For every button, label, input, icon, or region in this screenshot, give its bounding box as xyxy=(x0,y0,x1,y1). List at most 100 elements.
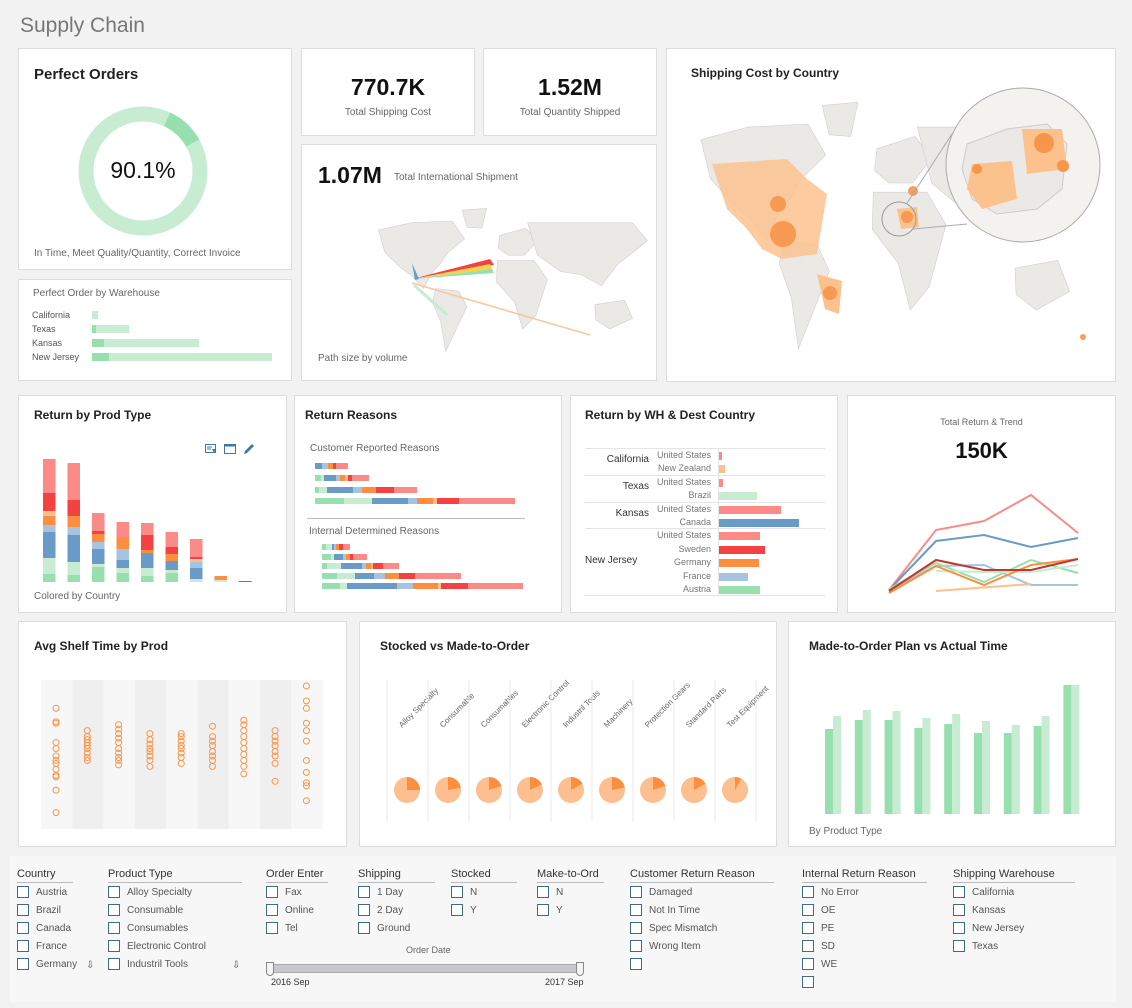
checkbox[interactable] xyxy=(953,922,965,934)
bar-segment xyxy=(190,557,203,559)
checkbox[interactable] xyxy=(358,922,370,934)
filter-option[interactable]: Alloy Specialty xyxy=(108,886,192,898)
filter-option[interactable]: Consumable xyxy=(108,904,183,916)
warehouse-label: California xyxy=(606,454,649,466)
checkbox[interactable] xyxy=(266,922,278,934)
dest-country-label: Canada xyxy=(679,517,711,527)
filter-option[interactable]: Kansas xyxy=(953,904,1005,916)
filter-option[interactable]: Austria xyxy=(17,886,67,898)
actual-bar xyxy=(922,718,931,814)
filter-option[interactable]: Brazil xyxy=(17,904,61,916)
checkbox[interactable] xyxy=(953,940,965,952)
checkbox[interactable] xyxy=(802,904,814,916)
filter-option[interactable]: Germany xyxy=(17,958,77,970)
filter-option[interactable] xyxy=(802,976,821,988)
checkbox[interactable] xyxy=(630,958,642,970)
filter-header-make-to-ord: Make-to-Ord xyxy=(537,868,604,883)
checkbox[interactable] xyxy=(266,904,278,916)
international-flow-map[interactable] xyxy=(302,145,658,382)
filter-option[interactable]: Online xyxy=(266,904,314,916)
filter-option[interactable]: PE xyxy=(802,922,834,934)
filter-option[interactable]: Consumables xyxy=(108,922,188,934)
filter-option[interactable]: Wrong Item xyxy=(630,940,701,952)
filter-option[interactable]: 1 Day xyxy=(358,886,403,898)
filter-option[interactable]: Y xyxy=(537,904,563,916)
checkbox[interactable] xyxy=(802,958,814,970)
filter-option[interactable]: Not In Time xyxy=(630,904,700,916)
checkbox[interactable] xyxy=(108,904,120,916)
filter-option[interactable]: Industril Tools xyxy=(108,958,188,970)
filter-option[interactable] xyxy=(630,958,649,970)
bar-segment xyxy=(141,553,154,568)
continent xyxy=(378,221,464,289)
reason-bar-segment xyxy=(324,475,336,481)
checkbox[interactable] xyxy=(630,886,642,898)
checkbox[interactable] xyxy=(953,904,965,916)
shelf-point xyxy=(302,756,310,764)
checkbox[interactable] xyxy=(802,922,814,934)
checkbox[interactable] xyxy=(358,886,370,898)
checkbox[interactable] xyxy=(17,904,29,916)
checkbox[interactable] xyxy=(630,904,642,916)
checkbox[interactable] xyxy=(17,958,29,970)
filter-option[interactable]: Canada xyxy=(17,922,71,934)
filter-header-internal-return-reason: Internal Return Reason xyxy=(802,868,927,883)
checkbox[interactable] xyxy=(108,886,120,898)
filter-option[interactable]: Ground xyxy=(358,922,410,934)
bar-segment xyxy=(67,562,80,575)
filter-option[interactable]: New Jersey xyxy=(953,922,1024,934)
checkbox[interactable] xyxy=(17,940,29,952)
checkbox[interactable] xyxy=(802,886,814,898)
checkbox[interactable] xyxy=(537,886,549,898)
checkbox[interactable] xyxy=(630,940,642,952)
option-label: Tel xyxy=(285,922,298,934)
filter-option[interactable]: OE xyxy=(802,904,835,916)
checkbox[interactable] xyxy=(537,904,549,916)
filter-option[interactable]: No Error xyxy=(802,886,859,898)
window-icon[interactable] xyxy=(224,444,236,455)
filter-option[interactable]: Texas xyxy=(953,940,998,952)
export-icon[interactable] xyxy=(205,444,217,455)
filter-option[interactable]: France xyxy=(17,940,67,952)
checkbox[interactable] xyxy=(630,922,642,934)
checkbox[interactable] xyxy=(17,886,29,898)
warehouse-total-bar xyxy=(92,339,199,347)
scroll-down-icon[interactable]: ⇩ xyxy=(232,960,241,971)
shelf-point xyxy=(302,682,310,690)
slider-start-handle[interactable] xyxy=(266,962,274,976)
checkbox[interactable] xyxy=(802,940,814,952)
filter-option[interactable]: Damaged xyxy=(630,886,692,898)
filter-option[interactable]: WE xyxy=(802,958,837,970)
slider-end-handle[interactable] xyxy=(576,962,584,976)
checkbox[interactable] xyxy=(266,886,278,898)
filter-option[interactable]: N xyxy=(451,886,477,898)
bar-segment xyxy=(92,542,105,549)
shelf-point xyxy=(52,809,60,817)
filter-option[interactable]: 2 Day xyxy=(358,904,403,916)
checkbox[interactable] xyxy=(108,922,120,934)
filter-option[interactable]: Fax xyxy=(266,886,302,898)
checkbox[interactable] xyxy=(358,904,370,916)
filter-option[interactable]: Y xyxy=(451,904,477,916)
checkbox[interactable] xyxy=(108,958,120,970)
option-label: Consumable xyxy=(127,904,184,916)
shipping-cost-bubble-map[interactable] xyxy=(667,49,1117,383)
checkbox[interactable] xyxy=(451,886,463,898)
edit-icon[interactable] xyxy=(243,443,255,455)
filter-option[interactable]: Electronic Control xyxy=(108,940,206,952)
plan-bar xyxy=(1003,733,1012,814)
filter-option[interactable]: California xyxy=(953,886,1014,898)
filter-option[interactable]: SD xyxy=(802,940,835,952)
checkbox[interactable] xyxy=(802,976,814,988)
scroll-down-icon[interactable]: ⇩ xyxy=(86,960,95,971)
checkbox[interactable] xyxy=(953,886,965,898)
reason-bar-segment xyxy=(334,554,343,560)
filter-option[interactable]: Tel xyxy=(266,922,298,934)
filter-option[interactable]: N xyxy=(537,886,563,898)
filter-option[interactable]: Spec Mismatch xyxy=(630,922,717,934)
checkbox[interactable] xyxy=(451,904,463,916)
checkbox[interactable] xyxy=(108,940,120,952)
checkbox[interactable] xyxy=(17,922,29,934)
order-date-slider[interactable] xyxy=(270,964,582,973)
dest-country-label: United States xyxy=(656,503,711,514)
